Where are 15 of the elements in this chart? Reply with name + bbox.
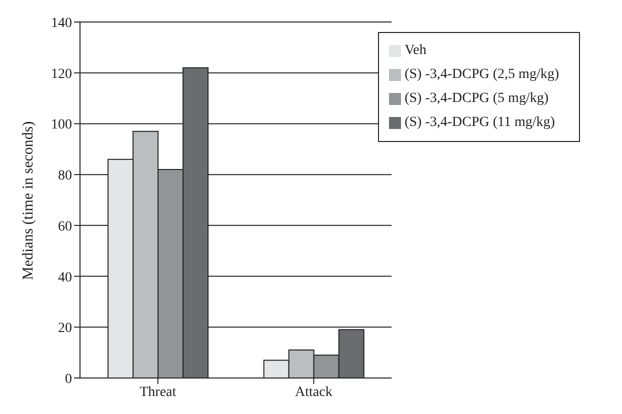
- y-tick-label: 100: [51, 118, 72, 133]
- x-tick-label: Threat: [140, 384, 176, 400]
- y-tick-label: 120: [51, 66, 72, 82]
- x-tick-label: Attack: [295, 384, 332, 400]
- y-tick-label: 80: [58, 168, 72, 184]
- y-tick-label: 20: [58, 321, 72, 336]
- y-tick-label: 60: [58, 219, 72, 234]
- y-tick-label: 0: [65, 372, 72, 387]
- legend-label: Veh: [404, 43, 426, 58]
- legend-label: (S) -3,4-DCPG (2,5 mg/kg): [404, 67, 559, 82]
- y-axis-title: Medians (time in seconds): [20, 121, 36, 280]
- legend-label: (S) -3,4-DCPG (11 mg/kg): [404, 115, 555, 130]
- y-tick-label: 140: [51, 16, 72, 31]
- legend-label: (S) -3,4-DCPG (5 mg/kg): [404, 91, 548, 106]
- y-tick-label: 40: [58, 270, 72, 286]
